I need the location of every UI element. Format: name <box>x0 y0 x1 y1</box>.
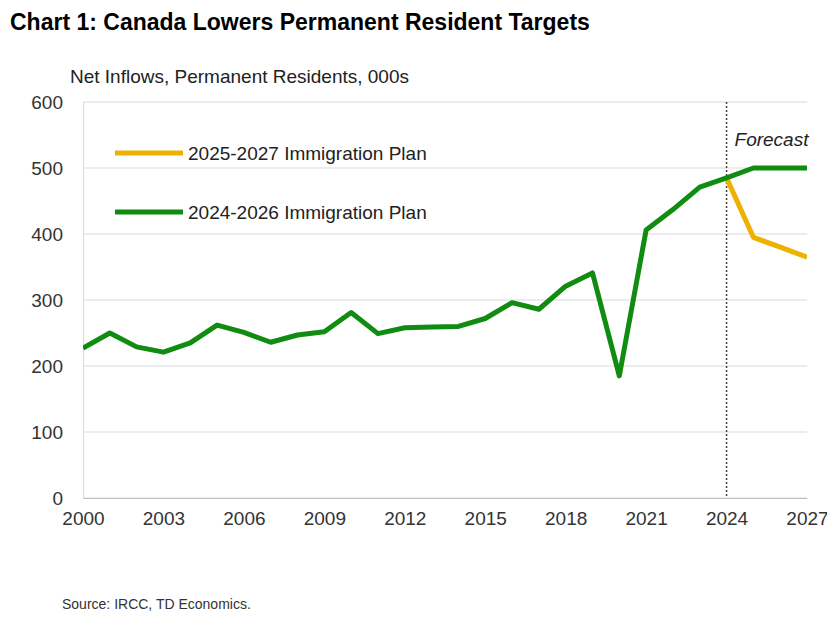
x-tick: 2024 <box>706 498 749 529</box>
y-tick-label: 600 <box>31 92 63 113</box>
y-tick: 0 <box>52 488 83 509</box>
x-tick-label: 2024 <box>706 508 749 529</box>
title: Chart 1: Canada Lowers Permanent Residen… <box>10 9 590 35</box>
annotation: Forecast <box>735 129 810 150</box>
y-tick: 400 <box>31 224 83 245</box>
x-axis-line <box>84 498 808 499</box>
legend-label: 2025-2027 Immigration Plan <box>188 143 427 164</box>
x-tick: 2009 <box>304 498 346 529</box>
grid-line <box>83 498 807 499</box>
x-tick-label: 2003 <box>143 508 185 529</box>
y-tick: 100 <box>31 422 83 443</box>
y-axis: 0 100 200 300 400 500 600 <box>31 92 83 509</box>
grid <box>83 102 807 498</box>
y-tick-label: 400 <box>31 224 63 245</box>
y-tick-label: 200 <box>31 356 63 377</box>
y-tick-label: 300 <box>31 290 63 311</box>
legend-swatch <box>115 210 183 215</box>
grid-line <box>83 366 807 367</box>
legend-label: 2024-2026 Immigration Plan <box>188 202 427 223</box>
chart: Chart 1: Canada Lowers Permanent Residen… <box>0 0 827 617</box>
y-axis-line <box>83 103 84 499</box>
x-tick-label: 2006 <box>223 508 265 529</box>
x-tick-label: 2012 <box>384 508 426 529</box>
x-tick-label: 2027 <box>786 508 827 529</box>
x-tick-label: 2009 <box>304 508 346 529</box>
subtitle: Net Inflows, Permanent Residents, 000s <box>70 66 409 87</box>
lines <box>83 168 807 376</box>
x-tick-label: 2021 <box>625 508 667 529</box>
x-tick-label: 2015 <box>465 508 507 529</box>
y-tick-label: 0 <box>52 488 63 509</box>
source: Source: IRCC, TD Economics. <box>62 596 251 612</box>
x-tick: 2021 <box>625 498 667 529</box>
x-tick: 2012 <box>384 498 426 529</box>
y-tick: 300 <box>31 290 83 311</box>
x-axis: 2000 2003 2006 2009 2012 2015 2018 2021 2024 2027 <box>62 498 827 529</box>
x-tick: 2015 <box>465 498 507 529</box>
grid-line <box>83 168 807 169</box>
series-line <box>727 178 807 257</box>
series-line <box>83 168 807 376</box>
grid-line <box>83 432 807 433</box>
legend: 2025-2027 Immigration Plan 2024-2026 Immi… <box>115 143 427 223</box>
grid-line <box>83 234 807 235</box>
x-tick-label: 2018 <box>545 508 587 529</box>
x-tick: 2018 <box>545 498 587 529</box>
x-tick: 2027 <box>786 498 827 529</box>
y-tick-label: 500 <box>31 158 63 179</box>
x-tick: 2006 <box>223 498 265 529</box>
forecast-divider <box>726 102 728 498</box>
x-tick: 2000 <box>62 498 104 529</box>
legend-swatch <box>115 151 183 156</box>
y-tick: 500 <box>31 158 83 179</box>
y-tick: 600 <box>31 92 83 113</box>
x-tick-label: 2000 <box>62 508 104 529</box>
x-tick: 2003 <box>143 498 185 529</box>
grid-line <box>83 300 807 301</box>
y-tick-label: 100 <box>31 422 63 443</box>
y-tick: 200 <box>31 356 83 377</box>
grid-line <box>83 102 807 103</box>
